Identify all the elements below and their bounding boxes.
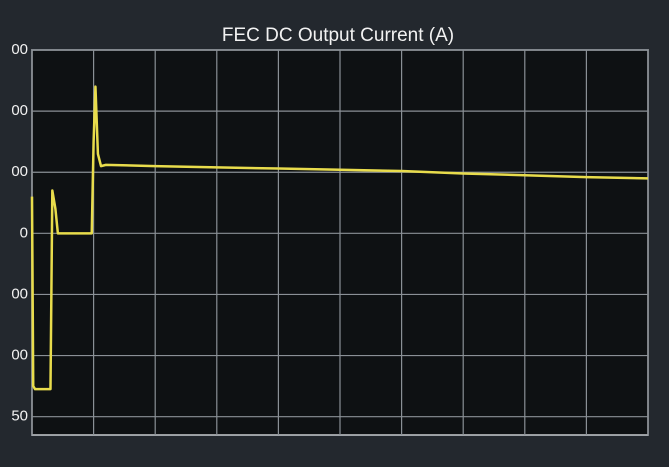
chart-title: FEC DC Output Current (A) [222,25,454,46]
line-series [30,85,649,391]
y-tick-label: 50 [11,408,28,425]
y-tick-label: 00 [11,41,28,58]
y-tick-label: 00 [11,163,28,180]
y-tick-label: 00 [11,347,28,364]
y-tick-label: 0 [20,224,28,241]
y-tick-label: 00 [11,102,28,119]
y-tick-label: 00 [11,285,28,302]
